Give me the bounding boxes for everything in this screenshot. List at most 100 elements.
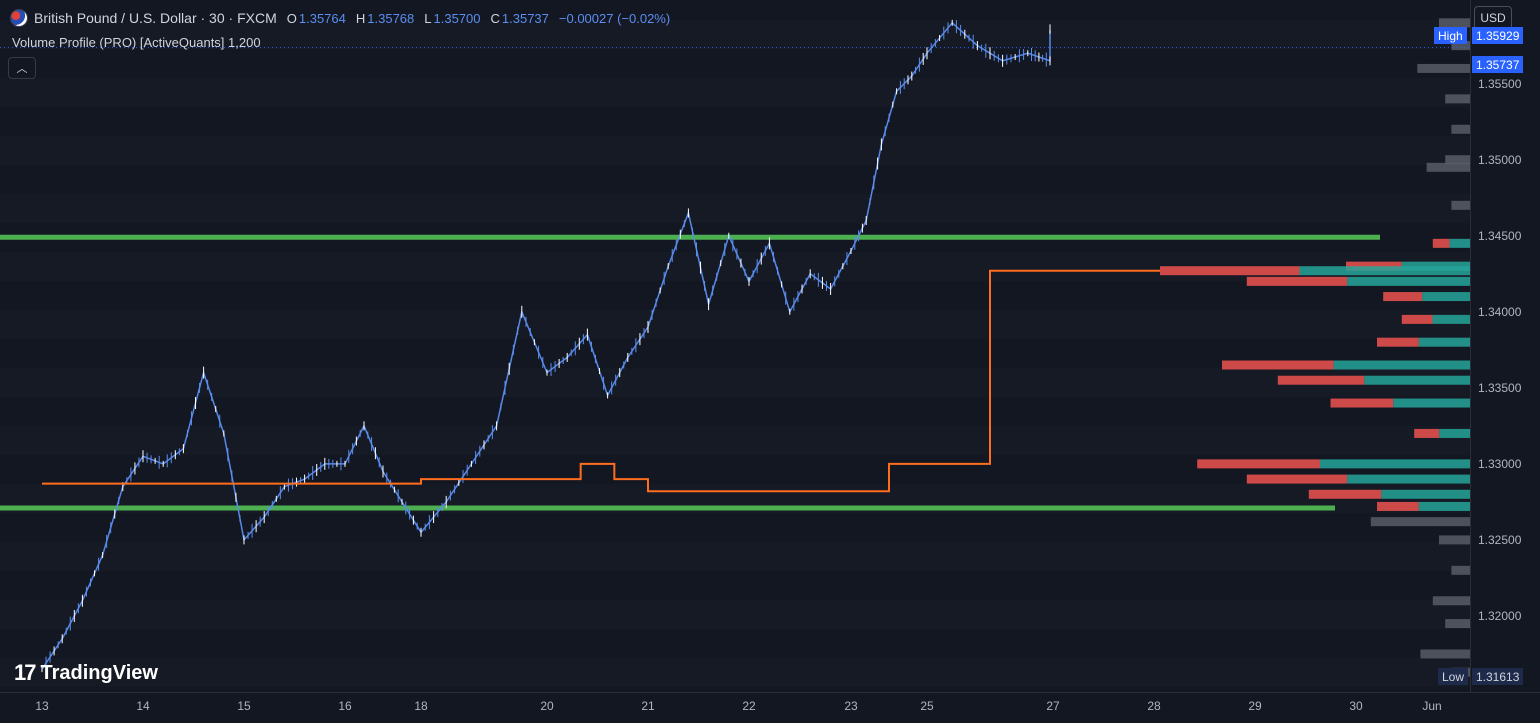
volume-profile-bar-bull bbox=[1439, 428, 1470, 438]
volume-profile-bar-outside bbox=[1439, 535, 1470, 545]
ohlc-open-key: O bbox=[286, 10, 297, 26]
ohlc-close-value: 1.35737 bbox=[501, 10, 549, 26]
volume-profile-bar-outside bbox=[1426, 162, 1470, 172]
background-band bbox=[0, 542, 1470, 571]
volume-profile-bar-bull bbox=[1347, 276, 1470, 286]
background-band bbox=[0, 194, 1470, 223]
ohlc-low-key: L bbox=[424, 10, 432, 26]
date-tick-label: 21 bbox=[641, 699, 655, 713]
volume-profile-bar-bear bbox=[1432, 238, 1450, 248]
volume-profile-bar-bull bbox=[1333, 360, 1470, 370]
volume-profile-bar-outside bbox=[1445, 94, 1470, 104]
tradingview-logo-text: TradingView bbox=[40, 661, 158, 684]
volume-profile-bar-bull bbox=[1299, 266, 1470, 276]
date-tick-label: 29 bbox=[1248, 699, 1262, 713]
date-tick-label: 27 bbox=[1046, 699, 1060, 713]
volume-profile-bar-bull bbox=[1319, 459, 1470, 469]
volume-profile-bar-bear bbox=[1160, 266, 1300, 276]
price-change: −0.00027 (−0.02%) bbox=[558, 10, 671, 26]
volume-profile-bar-bear bbox=[1197, 459, 1320, 469]
background-band bbox=[0, 368, 1470, 397]
low-label-tag: Low bbox=[1438, 668, 1469, 685]
volume-profile-bar-bear bbox=[1222, 360, 1334, 370]
volume-profile-bar-outside bbox=[1451, 124, 1470, 134]
poc-line bbox=[42, 269, 1160, 493]
ohlc-high-value: 1.35768 bbox=[367, 10, 415, 26]
collapse-legend-button[interactable]: ︿ bbox=[8, 57, 36, 79]
ohlc-open-value: 1.35764 bbox=[298, 10, 346, 26]
volume-profile-bar-bull bbox=[1401, 261, 1470, 271]
date-tick-label: 14 bbox=[136, 699, 150, 713]
background-band bbox=[0, 658, 1470, 687]
date-tick-label: 23 bbox=[844, 699, 858, 713]
volume-profile-bar-bear bbox=[1277, 375, 1365, 385]
volume-profile-bar-outside bbox=[1445, 155, 1470, 165]
time-axis[interactable] bbox=[0, 692, 1540, 723]
ohlc-high-key: H bbox=[355, 10, 366, 26]
price-axis[interactable] bbox=[1470, 0, 1540, 692]
volume-profile-bar-outside bbox=[1451, 565, 1470, 575]
chevron-up-icon: ︿ bbox=[16, 63, 28, 75]
tradingview-logo-icon: 17 bbox=[14, 660, 37, 685]
volume-profile-bar-bull bbox=[1432, 314, 1470, 324]
price-tick-label: 1.34500 bbox=[1478, 228, 1522, 243]
high-label-tag: High bbox=[1434, 27, 1467, 44]
last-price-tag: 1.35737 bbox=[1472, 56, 1524, 73]
date-tick-label: Jun bbox=[1422, 699, 1442, 713]
volume-profile-bar-outside bbox=[1439, 18, 1470, 28]
volume-profile-bar-bear bbox=[1246, 276, 1348, 286]
volume-profile-bar-bull bbox=[1381, 489, 1470, 499]
volume-profile-bar-outside bbox=[1445, 619, 1470, 629]
price-series-line bbox=[41, 21, 1051, 670]
symbol-legend[interactable]: British Pound / U.S. Dollar · 30 · FXCM … bbox=[10, 9, 670, 27]
volume-profile-bar-bull bbox=[1364, 375, 1470, 385]
date-tick-label: 20 bbox=[540, 699, 554, 713]
volume-profile-bar-bear bbox=[1377, 501, 1419, 511]
price-tick-label: 1.34000 bbox=[1478, 304, 1522, 319]
date-tick-label: 18 bbox=[414, 699, 428, 713]
volume-profile-bar-bear bbox=[1346, 261, 1402, 271]
volume-profile-bar-bull bbox=[1347, 474, 1470, 484]
low-value-tag: 1.31613 bbox=[1472, 668, 1524, 685]
volume-profile-bar-outside bbox=[1432, 596, 1470, 606]
date-tick-label: 28 bbox=[1147, 699, 1161, 713]
volume-profile-bar-bear bbox=[1330, 398, 1394, 408]
volume-profile-bar-bull bbox=[1393, 398, 1470, 408]
price-tick-label: 1.33000 bbox=[1478, 456, 1522, 471]
volume-profile-bar-bull bbox=[1422, 292, 1470, 302]
volume-profile-bar-bear bbox=[1383, 292, 1423, 302]
background-band bbox=[0, 136, 1470, 165]
price-tick-label: 1.33500 bbox=[1478, 380, 1522, 395]
date-tick-label: 16 bbox=[338, 699, 352, 713]
volume-profile-bar-bear bbox=[1308, 489, 1382, 499]
date-tick-label: 30 bbox=[1349, 699, 1363, 713]
gbpusd-flag-icon bbox=[10, 9, 28, 27]
volume-profile-bar-bear bbox=[1414, 428, 1440, 438]
symbol-title[interactable]: British Pound / U.S. Dollar · 30 · FXCM bbox=[34, 10, 277, 26]
background-band bbox=[0, 78, 1470, 107]
price-chart-plot[interactable] bbox=[0, 0, 1470, 692]
background-band bbox=[0, 310, 1470, 339]
volume-profile-bar-outside bbox=[1451, 41, 1470, 51]
price-tick-label: 1.35000 bbox=[1478, 152, 1522, 167]
background-band bbox=[0, 600, 1470, 629]
background-band bbox=[0, 426, 1470, 455]
price-tick-label: 1.32000 bbox=[1478, 608, 1522, 623]
volume-profile-bar-outside bbox=[1451, 200, 1470, 210]
volume-profile-bar-outside bbox=[1370, 517, 1470, 527]
volume-profile-bar-outside bbox=[1420, 649, 1470, 659]
price-tick-label: 1.32500 bbox=[1478, 532, 1522, 547]
indicator-legend[interactable]: Volume Profile (PRO) [ActiveQuants] 1,20… bbox=[12, 35, 261, 50]
price-tick-label: 1.35500 bbox=[1478, 76, 1522, 91]
tradingview-logo[interactable]: 17 TradingView bbox=[14, 660, 158, 686]
high-value-tag: 1.35929 bbox=[1472, 27, 1524, 44]
date-tick-label: 25 bbox=[920, 699, 934, 713]
volume-profile-bar-bear bbox=[1377, 337, 1419, 347]
date-tick-label: 13 bbox=[35, 699, 49, 713]
volume-profile-bar-outside bbox=[1417, 63, 1470, 73]
volume-profile-bar-bull bbox=[1418, 501, 1470, 511]
volume-profile-bar-bear bbox=[1246, 474, 1348, 484]
volume-profile-bar-bull bbox=[1418, 337, 1470, 347]
volume-profile-bar-bear bbox=[1401, 314, 1433, 324]
